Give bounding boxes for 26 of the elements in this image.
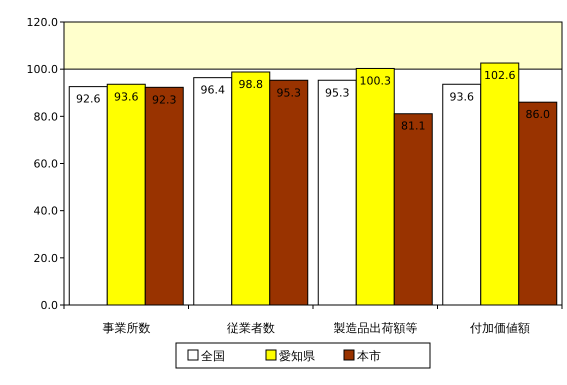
data-label: 95.3 <box>276 86 301 100</box>
y-tick-label: 0.0 <box>40 299 58 312</box>
data-label: 92.3 <box>152 93 176 106</box>
data-label: 81.1 <box>401 120 426 133</box>
data-label: 102.6 <box>484 69 516 82</box>
data-label: 93.6 <box>114 90 138 104</box>
data-label: 86.0 <box>526 108 550 122</box>
y-tick-label: 60.0 <box>34 158 58 170</box>
y-tick-label: 100.0 <box>26 63 58 76</box>
data-label: 95.3 <box>325 86 350 100</box>
y-tick-label: 120.0 <box>26 16 58 29</box>
data-label: 92.6 <box>76 92 100 106</box>
x-tick-label: 事業所数 <box>102 321 150 335</box>
legend-label: 全国 <box>201 349 225 363</box>
x-tick-label: 付加価値額 <box>468 321 530 335</box>
data-label: 93.6 <box>450 90 474 104</box>
legend-label: 本市 <box>357 349 381 363</box>
x-tick-label: 製造品出荷額等 <box>333 321 418 335</box>
data-label: 100.3 <box>360 74 391 88</box>
x-tick-label: 従業者数 <box>226 321 275 335</box>
legend-label: 愛知県 <box>279 349 315 363</box>
data-label: 98.8 <box>238 78 263 91</box>
y-tick-label: 80.0 <box>34 110 58 124</box>
y-tick-label: 40.0 <box>34 204 58 218</box>
data-label: 96.4 <box>200 84 225 97</box>
y-tick-label: 20.0 <box>34 252 58 265</box>
